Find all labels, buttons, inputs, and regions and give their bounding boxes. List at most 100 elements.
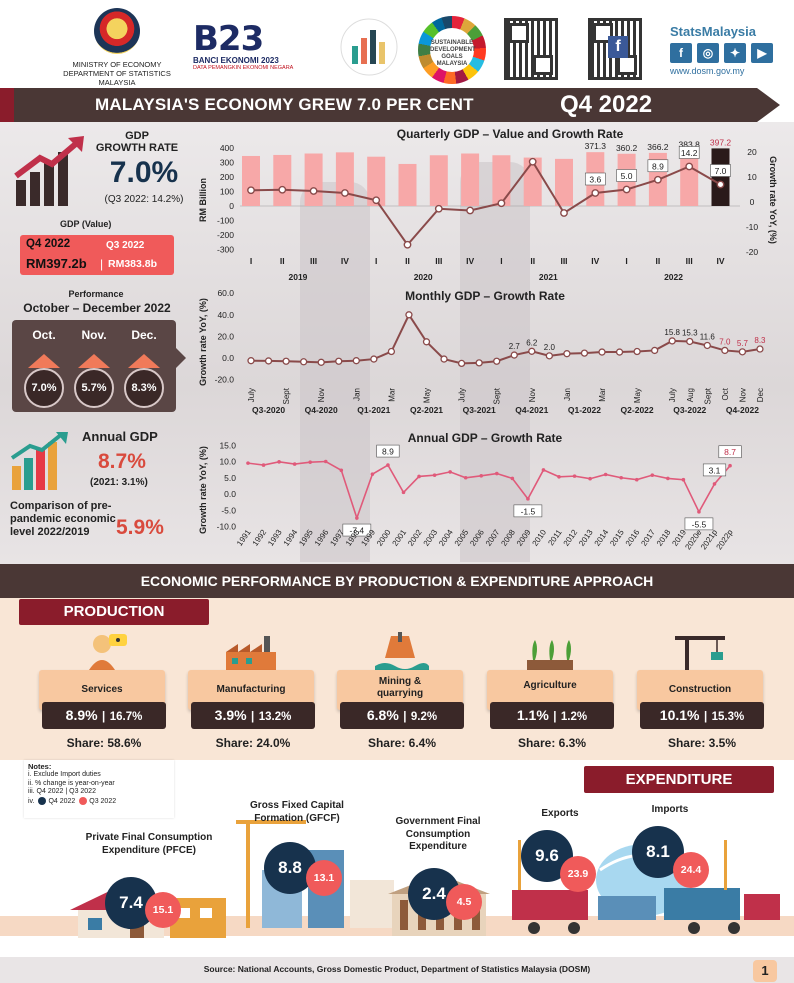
annual-growth-point (728, 463, 732, 468)
notes-title: Notes: (28, 762, 52, 771)
annual-growth-point (401, 490, 406, 495)
production-title: PRODUCTION (63, 603, 165, 620)
sector-manufacturing: Manufacturing 3.9% | 13.2% Share: 24.0% (188, 632, 316, 752)
annual-growth-point (619, 475, 623, 480)
quarterly-growth-point (403, 240, 412, 249)
annual-x-tick: 1994 (282, 528, 300, 548)
sector-growth: 10.1% | 15.3% (640, 702, 764, 729)
quarterly-year-label: 2022 (664, 272, 683, 282)
imports-q3-value: 24.4 (673, 852, 709, 888)
annual-x-tick: 2022p (715, 528, 735, 552)
services-icon (89, 634, 127, 670)
quarterly-x-tick: I (250, 256, 252, 266)
exports-q3-value: 23.9 (560, 856, 596, 892)
quarterly-bar (461, 153, 480, 206)
annual-x-tick: 2010 (531, 528, 549, 548)
monthly-data-label: 2.7 (509, 342, 521, 351)
annual-x-tick: 2006 (468, 528, 486, 548)
annual-growth-point (588, 476, 592, 481)
monthly-group-label: Q4-2021 (515, 405, 548, 415)
monthly-group-label: Q3-2021 (463, 405, 496, 415)
quarterly-growth-label-box (616, 169, 637, 182)
government-label: Government Final Consumption Expenditure (395, 816, 481, 852)
annual-x-tick: 1991 (235, 528, 253, 548)
instagram-icon[interactable]: ◎ (697, 43, 719, 63)
quarterly-x-tick: I (625, 256, 627, 266)
annual-data-label: 3.1 (709, 465, 721, 475)
annual-growth-point (557, 474, 561, 479)
annual-growth-point (370, 472, 375, 476)
monthly-x-tick: Mar (598, 388, 607, 402)
quarterly-bar (398, 163, 417, 206)
annual-growth-icon (10, 432, 68, 490)
quarterly-x-tick: III (435, 256, 442, 266)
growth-separator: | (703, 711, 708, 723)
growth-chart-icon (14, 136, 84, 206)
sector-services: Services 8.9% | 16.7% Share: 58.6% (39, 632, 167, 752)
quarterly-bar (680, 150, 699, 206)
sector-share: Share: 3.5% (667, 736, 737, 750)
pre-pandemic-label: Comparison of pre-pandemic economic leve… (10, 500, 116, 538)
quarterly-y-tick: 0 (229, 201, 234, 211)
sector-q3-growth: 13.2% (258, 711, 292, 723)
ministry-name: MINISTRY OF ECONOMY (72, 60, 162, 69)
sector-name: Manufacturing (216, 684, 286, 695)
qr-code-icon[interactable] (504, 18, 558, 80)
pre-pandemic-value: 5.9% (116, 516, 164, 539)
quarterly-growth-label: 3.6 (589, 175, 601, 185)
sector-growth: 8.9% | 16.7% (42, 702, 166, 729)
q4-value: RM397.2b (26, 256, 87, 271)
sdg-wheel-logo: SUSTAINABLE DEVELOPMENT GOALS MALAYSIA (418, 16, 486, 84)
annual-data-label: 8.9 (382, 447, 394, 457)
facebook-icon[interactable]: f (670, 43, 692, 63)
quarterly-value-label: 397.2 (710, 137, 732, 147)
quarterly-gdp-chart: Quarterly GDP – Value and Growth Rate RM … (198, 127, 778, 282)
quarterly-x-tick: I (500, 256, 502, 266)
annual-label-box (376, 444, 400, 458)
month-label: Dec. (131, 328, 157, 342)
sdg-text: SUSTAINABLE DEVELOPMENT GOALS MALAYSIA (430, 28, 476, 72)
annual-y-tick: 0.0 (224, 489, 236, 499)
quarterly-y-label: RM Billion (198, 178, 208, 222)
overview-panel: GDP GROWTH RATE 7.0% (Q3 2022: 14.2%) GD… (0, 122, 794, 564)
monthly-growth-point (721, 346, 729, 355)
quarterly-growth-label: 7.0 (715, 166, 727, 176)
quarterly-growth-label: 5.0 (621, 171, 633, 181)
monthly-data-label: 15.8 (664, 328, 680, 337)
annual-chart-title: Annual GDP – Growth Rate (408, 431, 563, 445)
facebook-badge-icon: f (608, 36, 628, 58)
quarterly-y-tick: 200 (220, 172, 234, 182)
q4-label: Q4 2022 (26, 238, 71, 250)
annual-x-tick: 1996 (313, 528, 331, 548)
monthly-x-tick: Oct (721, 387, 730, 400)
monthly-growth-point (440, 355, 448, 363)
note-item: iii. Q4 2022 | Q3 2022 (28, 788, 96, 796)
quarterly-y2-tick: 10 (747, 172, 757, 182)
monthly-growth-point (615, 348, 624, 356)
month-growth-value: 8.3% (124, 368, 164, 408)
quarterly-growth-point (434, 204, 443, 213)
quarterly-year-label: 2019 (288, 272, 307, 282)
page-title: MALAYSIA'S ECONOMY GREW 7.0 PER CENT (95, 95, 474, 114)
up-arrow-icon (128, 354, 160, 368)
monthly-x-tick: Nov (738, 388, 747, 402)
quarterly-x-tick: II (280, 256, 285, 266)
monthly-growth-point (335, 357, 343, 365)
quarterly-value-label: 383.8 (679, 139, 701, 149)
sector-q4-growth: 8.9% (65, 707, 98, 723)
month-label: Nov. (81, 328, 107, 342)
sector-share: Share: 24.0% (215, 736, 291, 750)
quarterly-y2-tick: 0 (750, 197, 755, 207)
annual-growth-point (339, 468, 344, 473)
youtube-icon[interactable]: ▶ (751, 43, 773, 63)
month-growth-value: 5.7% (74, 368, 114, 408)
monthly-group-label: Q2-2022 (621, 405, 654, 415)
production-header: PRODUCTION (19, 599, 209, 625)
twitter-icon[interactable]: ✦ (724, 43, 746, 63)
monthly-x-tick: May (423, 388, 432, 403)
quarterly-bar (555, 158, 573, 206)
quarterly-growth-point (622, 185, 631, 194)
monthly-growth-point (651, 346, 659, 355)
website-link[interactable]: www.dosm.gov.my (670, 66, 745, 76)
sector-q3-growth: 9.2% (410, 711, 438, 723)
